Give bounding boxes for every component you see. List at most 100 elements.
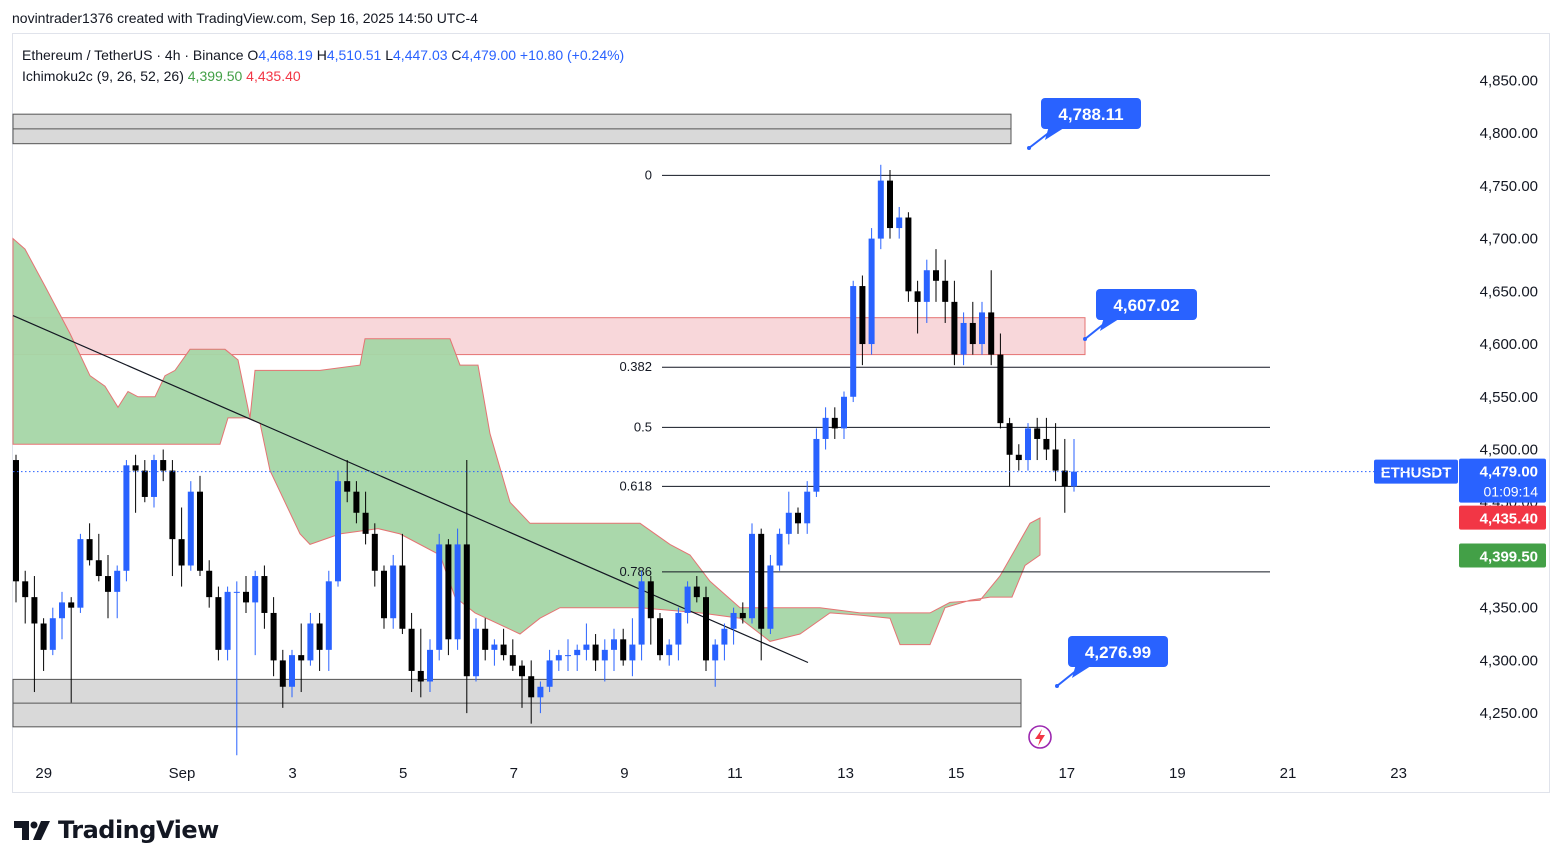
candle-12 — [123, 460, 130, 582]
candle-body — [491, 644, 498, 650]
ichimoku-cloud — [12, 237, 1041, 646]
ichimoku-a-tag-value: 4,399.50 — [1480, 548, 1538, 565]
candle-body — [601, 649, 608, 661]
candle-80 — [749, 523, 755, 624]
candle-4 — [49, 607, 56, 656]
candle-61 — [574, 644, 581, 671]
candle-body — [758, 533, 765, 629]
candle-body — [68, 602, 75, 608]
candle-body — [178, 539, 185, 566]
callout-label: 4,276.99 — [1085, 643, 1151, 662]
candle-body — [537, 686, 544, 698]
legend-symbol[interactable]: Ethereum / TetherUS · 4h · Binance — [22, 47, 244, 63]
candle-body — [197, 491, 203, 571]
candle-body — [914, 291, 921, 302]
candle-body — [739, 612, 746, 619]
candle-104 — [969, 301, 976, 355]
candle-60 — [565, 639, 571, 671]
bar-countdown: 01:09:14 — [1484, 484, 1539, 500]
candle-body — [620, 639, 627, 661]
ichimoku-b-tag: 4,435.40 — [1459, 505, 1546, 530]
candle-55 — [519, 660, 525, 708]
time-tick-label: 9 — [620, 765, 628, 782]
price-tick-label: 4,800.00 — [1480, 125, 1538, 142]
candle-body — [169, 470, 176, 540]
candle-47 — [445, 539, 452, 656]
candle-110 — [1025, 423, 1031, 471]
candle-29 — [279, 649, 286, 708]
candle-71 — [666, 639, 673, 666]
candle-body — [86, 539, 93, 561]
candle-body — [1071, 471, 1077, 487]
candle-body — [831, 417, 838, 429]
price-tick-label: 4,550.00 — [1480, 389, 1538, 406]
candle-1 — [22, 570, 29, 624]
candle-body — [969, 322, 976, 345]
candle-body — [417, 670, 424, 682]
fibonacci-layer: 0 0.382 0.5 0.618 0.786 — [619, 167, 1270, 579]
chart-legend: Ethereum / TetherUS · 4h · Binance O4,46… — [22, 45, 624, 87]
candle-77 — [721, 623, 728, 661]
candle-95 — [887, 170, 893, 239]
price-tick-label: 4,250.00 — [1480, 705, 1538, 722]
candle-body — [224, 591, 231, 650]
price-callout-2[interactable]: 4,276.99 — [1055, 636, 1168, 688]
candle-body — [795, 512, 801, 524]
candle-body — [390, 565, 397, 619]
candle-body — [500, 644, 507, 656]
ichimoku-b-tag-bg — [1459, 505, 1546, 530]
lightning-icon-bolt — [1035, 729, 1045, 746]
candle-body — [307, 623, 314, 661]
candle-40 — [381, 565, 387, 629]
candle-body — [22, 581, 29, 598]
candle-89 — [831, 407, 838, 439]
candle-68 — [638, 570, 645, 661]
candle-30 — [289, 649, 295, 698]
candle-46 — [436, 533, 443, 661]
candle-body — [647, 581, 654, 619]
price-tick-label: 4,750.00 — [1480, 178, 1538, 195]
candle-body — [463, 544, 470, 677]
candle-body — [813, 438, 820, 492]
candle-body — [123, 465, 130, 571]
candle-body — [877, 180, 884, 239]
candle-21 — [206, 560, 213, 608]
candle-body — [749, 533, 755, 619]
candle-body — [141, 470, 148, 497]
candle-99 — [923, 259, 930, 323]
candle-112 — [1043, 417, 1050, 461]
time-tick-label: 15 — [948, 765, 965, 782]
price-tags-layer: ETHUSDT 4,479.00 01:09:14 4,435.40 4,399.50 — [1374, 458, 1546, 568]
candle-15 — [151, 454, 157, 508]
candle-body — [868, 238, 875, 345]
candle-86 — [804, 481, 811, 534]
candle-45 — [427, 639, 433, 693]
candle-body — [1006, 423, 1013, 455]
candle-body — [923, 270, 930, 302]
legend-ichimoku-a: 4,399.50 — [187, 68, 243, 84]
price-callout-0[interactable]: 4,788.11 — [1027, 98, 1141, 150]
lightning-icon[interactable] — [1028, 725, 1052, 749]
tradingview-logo[interactable]: TradingView — [14, 816, 219, 844]
candle-body — [243, 591, 249, 603]
candle-81 — [758, 528, 765, 661]
callout-box — [1096, 289, 1197, 320]
candle-14 — [141, 460, 148, 503]
current-price-tag: 4,479.00 01:09:14 — [1459, 458, 1546, 503]
legend-indicator-name[interactable]: Ichimoku2c (9, 26, 52, 26) — [22, 68, 184, 84]
current-price-value: 4,479.00 — [1480, 464, 1538, 481]
candle-body — [187, 491, 194, 566]
candle-114 — [1061, 438, 1068, 513]
candle-body — [1034, 428, 1041, 439]
candle-body — [942, 280, 949, 302]
candle-body — [951, 301, 958, 355]
candle-97 — [905, 212, 912, 302]
candle-body — [13, 460, 19, 582]
price-callout-1[interactable]: 4,607.02 — [1083, 289, 1197, 341]
candle-32 — [307, 612, 314, 666]
time-tick-label: 7 — [510, 765, 518, 782]
candle-body — [528, 676, 535, 698]
candle-body — [684, 586, 691, 613]
tradingview-logo-icon — [14, 821, 50, 840]
